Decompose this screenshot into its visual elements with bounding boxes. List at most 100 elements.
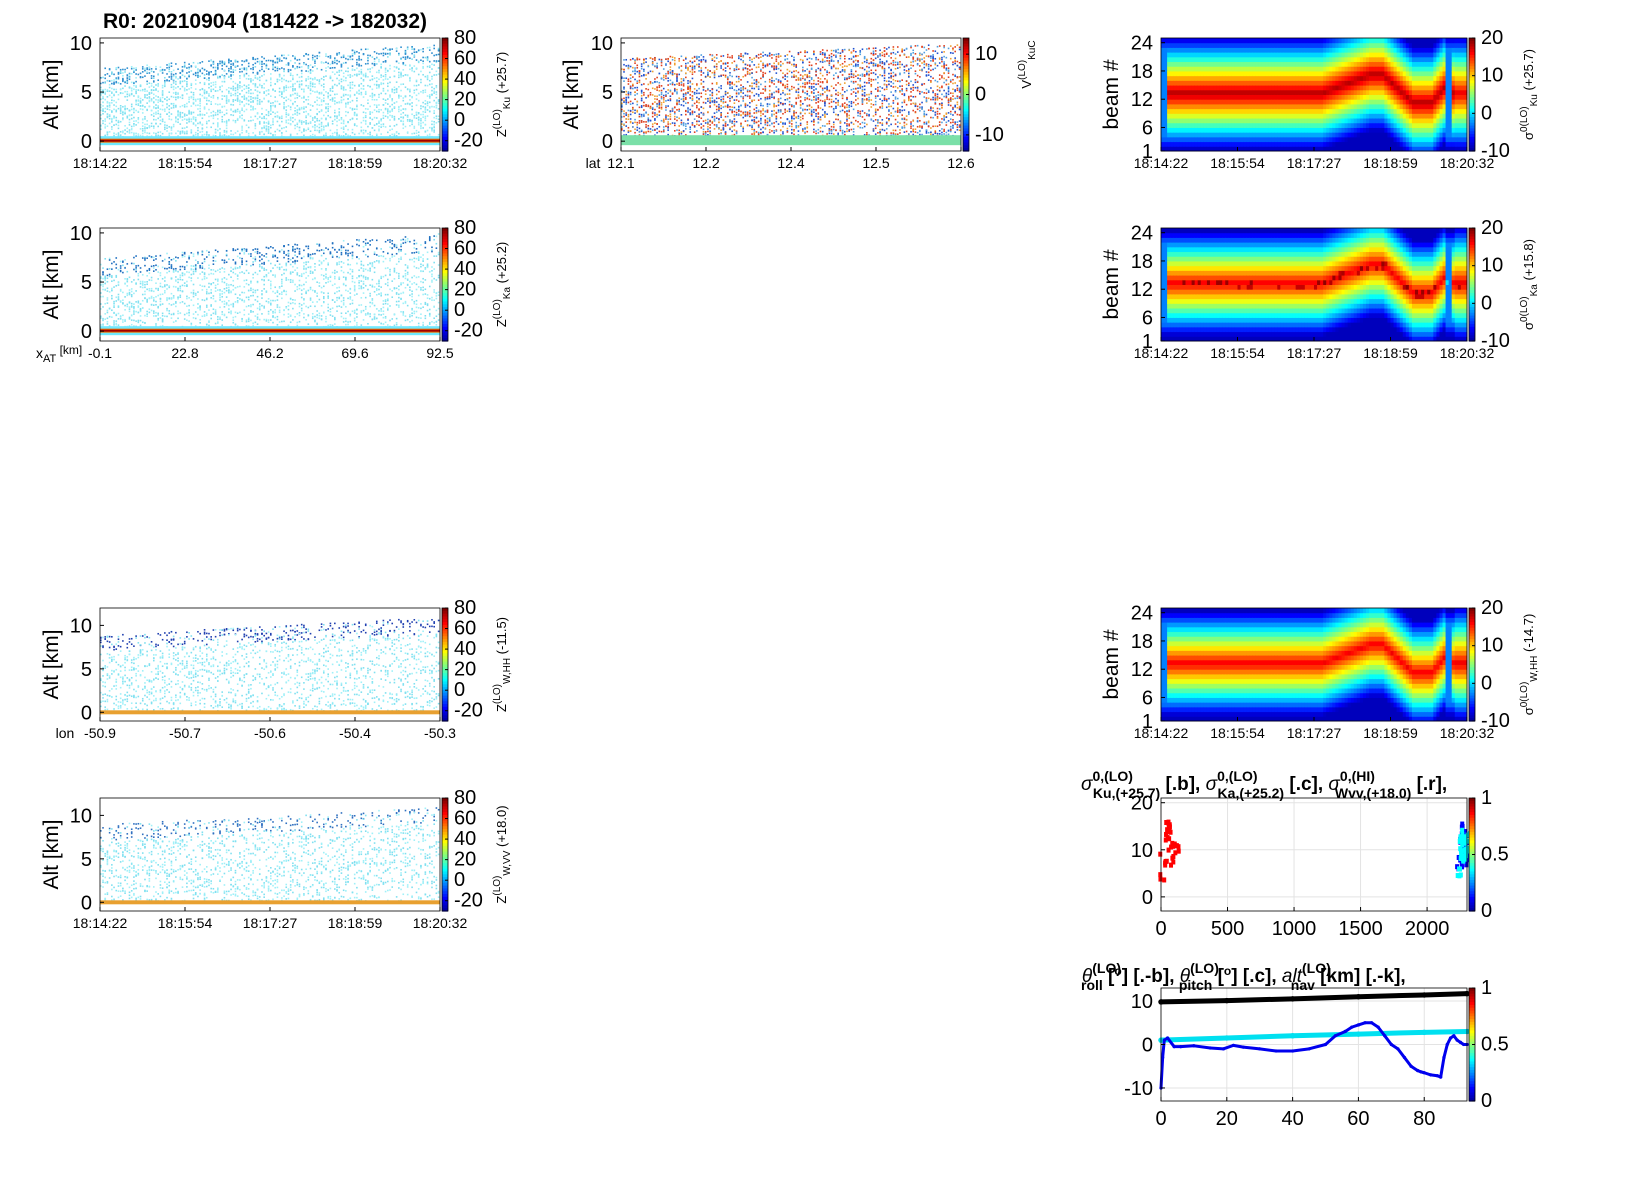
echo-pixel [272,88,274,91]
echo-pixel [375,63,378,65]
echo-pixel [300,106,303,109]
echo-pixel [111,276,113,279]
echo-pixel [205,306,208,308]
echo-pixel [389,94,391,97]
echo-pixel [318,312,321,315]
echo-pixel [152,77,155,80]
echo-pixel [276,295,279,298]
echo-pixel [148,96,151,98]
echo-pixel [124,90,126,93]
echo-pixel [197,134,199,137]
echo-pixel [124,85,126,87]
echo-pixel [342,88,345,90]
echo-pixel [272,315,274,317]
echo-pixel [234,273,237,275]
echo-pixel [256,252,259,255]
echo-pixel [307,314,310,316]
echo-pixel [117,119,120,122]
echo-pixel [311,82,314,84]
echo-pixel [329,135,332,137]
echo-pixel [172,82,175,84]
echo-pixel [369,85,371,88]
echo-pixel [258,115,261,118]
echo-pixel [144,286,146,289]
echo-pixel [172,79,175,82]
echo-pixel [303,55,305,57]
echo-pixel [108,86,111,89]
echo-pixel [146,123,148,126]
echo-pixel [398,62,400,65]
echo-pixel [413,127,416,129]
echo-pixel [197,74,199,77]
echo-pixel [409,68,411,71]
echo-pixel [239,77,241,79]
echo-pixel [161,93,164,96]
echo-pixel [261,262,263,265]
echo-pixel [338,276,341,279]
echo-pixel [135,124,137,126]
echo-pixel [223,69,226,72]
echo-pixel [296,59,299,61]
echo-pixel [322,78,325,81]
echo-pixel [281,93,283,96]
echo-pixel [102,319,104,322]
echo-pixel [398,54,400,56]
echo-pixel [292,85,294,88]
echo-pixel [228,304,230,307]
echo-pixel [336,132,338,135]
echo-pixel [168,115,171,117]
echo-pixel [276,100,279,103]
echo-pixel [201,251,204,254]
echo-pixel [263,83,265,85]
echo-pixel [347,58,349,61]
echo-pixel [199,93,201,96]
echo-pixel [230,312,232,315]
echo-pixel [318,264,321,266]
echo-pixel [364,119,367,122]
echo-pixel [420,119,422,122]
echo-pixel [274,61,277,64]
echo-pixel [296,123,299,126]
echo-pixel [201,299,204,301]
echo-pixel [111,71,113,73]
echo-pixel [382,117,385,119]
echo-pixel [331,98,334,101]
echo-pixel [126,93,129,96]
echo-pixel [369,117,371,119]
echo-pixel [208,72,210,75]
echo-pixel [351,255,354,258]
echo-pixel [130,128,133,131]
echo-pixel [139,89,142,92]
echo-pixel [298,80,301,83]
echo-pixel [351,251,354,254]
echo-pixel [272,59,274,62]
echo-pixel [177,287,179,290]
colorbar-tick-label: 60 [454,48,476,70]
echo-pixel [208,309,210,311]
echo-pixel [411,113,413,116]
echo-pixel [192,116,195,119]
echo-pixel [347,321,349,324]
echo-pixel [305,98,307,101]
echo-pixel [236,83,239,86]
echo-pixel [139,134,142,137]
echo-pixel [353,50,356,52]
echo-pixel [192,253,195,255]
echo-pixel [219,75,221,78]
echo-pixel [172,125,175,128]
echo-pixel [192,283,195,286]
echo-pixel [358,258,360,260]
echo-pixel [289,106,292,108]
echo-pixel [128,132,131,134]
echo-pixel [168,76,171,78]
echo-pixel [186,312,188,315]
echo-pixel [250,92,252,95]
echo-pixel [322,274,325,277]
echo-pixel [208,320,210,322]
echo-pixel [113,115,115,118]
echo-pixel [387,112,389,115]
echo-pixel [336,101,338,104]
echo-pixel [190,129,193,131]
echo-pixel [201,315,204,318]
echo-pixel [283,78,285,81]
